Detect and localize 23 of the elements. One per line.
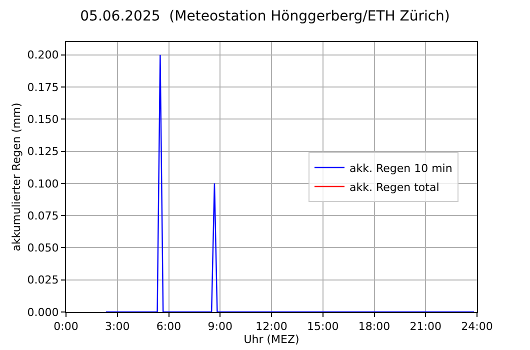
y-tick-label: 0.075 bbox=[27, 209, 59, 222]
y-tick-label: 0.050 bbox=[27, 242, 59, 255]
y-tick-label: 0.150 bbox=[27, 112, 59, 126]
x-tick-label: 0:00 bbox=[54, 320, 78, 334]
x-tick-label: 6:00 bbox=[156, 320, 182, 334]
y-tick-label: 0.125 bbox=[27, 145, 59, 158]
x-tick-label: 3:00 bbox=[105, 320, 130, 334]
x-tick-label: 15:00 bbox=[307, 320, 339, 334]
y-tick-label: 0.025 bbox=[27, 274, 59, 287]
y-axis-title: akkumulierter Regen (mm) bbox=[10, 102, 23, 252]
y-tick-label: 0.175 bbox=[27, 80, 59, 94]
legend-label: akk. Regen 10 min bbox=[349, 162, 452, 175]
x-tick-label: 9:00 bbox=[208, 320, 232, 334]
x-tick-label: 21:00 bbox=[410, 320, 442, 334]
y-tick-label: 0.100 bbox=[27, 177, 59, 190]
x-tick-label: 18:00 bbox=[358, 320, 390, 334]
y-tick-label: 0.000 bbox=[27, 306, 59, 319]
x-tick-label: 12:00 bbox=[256, 320, 288, 334]
y-tick-label: 0.200 bbox=[27, 48, 59, 62]
chart-title: 05.06.2025 (Meteostation Hönggerberg/ETH Zürich) bbox=[80, 8, 450, 25]
legend-label: akk. Regen total bbox=[349, 180, 440, 194]
x-axis-title: Uhr (MEZ) bbox=[244, 333, 300, 346]
x-tick-label: 24:00 bbox=[461, 320, 493, 334]
